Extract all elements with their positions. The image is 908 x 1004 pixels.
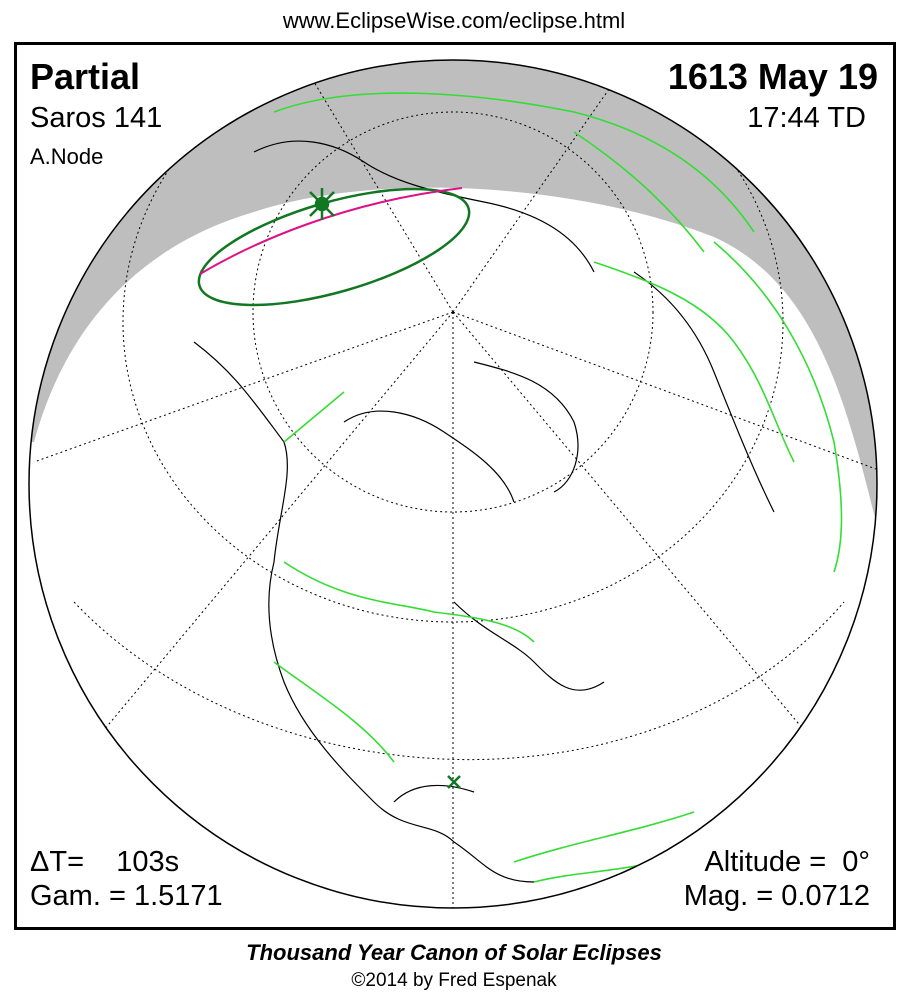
subsolar-marker bbox=[447, 775, 461, 789]
footer-title: Thousand Year Canon of Solar Eclipses bbox=[246, 940, 662, 965]
globe-outline bbox=[28, 59, 878, 909]
coastlines bbox=[193, 140, 775, 883]
magnitude: Mag. = 0.0712 bbox=[683, 880, 870, 912]
delta-t: ΔT= 103s bbox=[30, 846, 180, 878]
eclipse-date: 1613 May 19 bbox=[667, 56, 878, 97]
night-region bbox=[29, 60, 877, 602]
saros-number: Saros 141 bbox=[30, 102, 163, 134]
source-url: www.EclipseWise.com/eclipse.html bbox=[282, 8, 626, 33]
greatest-eclipse-marker bbox=[309, 188, 335, 220]
altitude: Altitude = 0° bbox=[704, 846, 870, 878]
eclipse-time: 17:44 TD bbox=[747, 102, 866, 134]
footer-copyright: ©2014 by Fred Espenak bbox=[351, 970, 557, 991]
globe-map bbox=[28, 59, 878, 909]
eclipse-type: Partial bbox=[30, 56, 141, 97]
node-label: A.Node bbox=[30, 144, 104, 169]
political-borders bbox=[273, 92, 843, 883]
gamma: Gam. = 1.5171 bbox=[30, 880, 223, 912]
max-eclipse-line bbox=[199, 187, 463, 275]
map-frame bbox=[14, 42, 896, 930]
